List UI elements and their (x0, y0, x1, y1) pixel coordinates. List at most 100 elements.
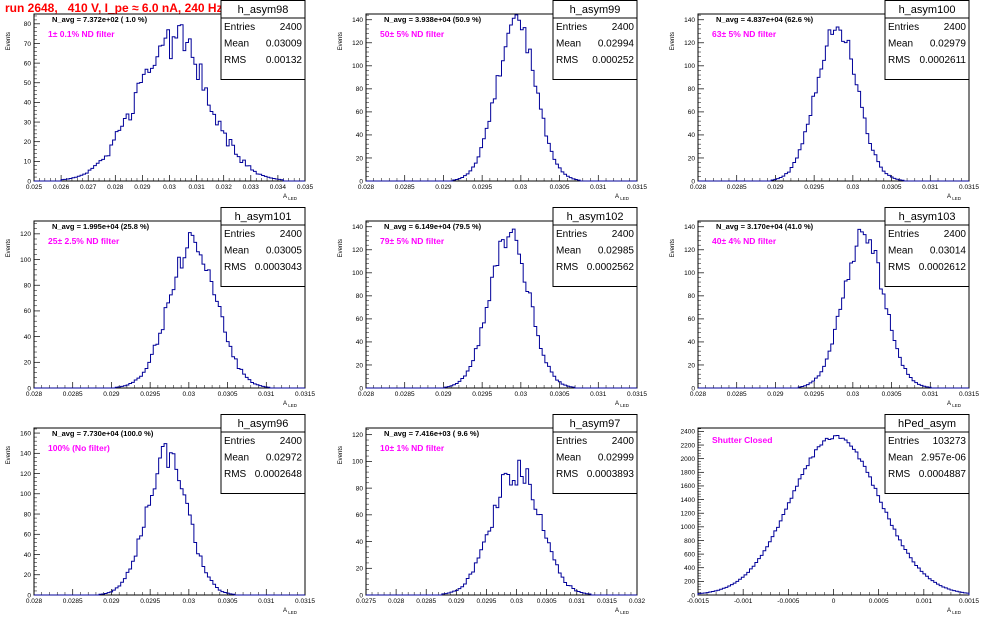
stats-value: 0.02994 (598, 39, 635, 50)
histogram-svg: -0.0015 -0.001 -0.0005 0 0.0005 0.001 0.0015 0 2… (681, 414, 979, 615)
x-tick-label: 0.0005 (869, 598, 889, 605)
x-tick-label: 0 (832, 598, 836, 605)
filter-label: 1± 0.1% ND filter (48, 29, 115, 39)
stats-key: Entries (556, 436, 587, 447)
x-axis-title: A LED (283, 401, 298, 408)
y-tick-label: 100 (20, 257, 31, 264)
x-axis-title-subscript: LED (951, 403, 962, 408)
x-tick-label: 0.0295 (472, 391, 492, 398)
stats-value: 0.0002562 (587, 262, 635, 273)
x-tick-label: 0.0295 (472, 184, 492, 191)
y-tick-label: 80 (356, 86, 364, 93)
x-tick-label: 0.029 (448, 598, 465, 605)
stats-value: 2400 (944, 229, 967, 240)
histogram-line (698, 26, 969, 182)
y-tick-label: 80 (24, 21, 32, 28)
stats-box: hPed_asym Entries 103273 Mean 2.957e-06 RMS 0.… (884, 414, 970, 494)
filter-label: 10± 1% ND filter (380, 443, 445, 453)
y-tick-label: 200 (684, 579, 695, 586)
x-tick-label: 0.029 (134, 184, 151, 191)
y-tick-label: 2000 (681, 456, 696, 463)
y-tick-label: 2200 (681, 442, 696, 449)
x-tick-label: 0.03 (515, 391, 528, 398)
stats-value: 0.0002612 (919, 262, 967, 273)
stats-key: Entries (224, 229, 255, 240)
n-avg-label: N_avg = 4.837e+04 (62.6 %) (716, 15, 814, 24)
y-tick-label: 30 (24, 119, 32, 126)
y-tick-label: 120 (684, 40, 695, 47)
y-tick-label: 100 (684, 63, 695, 70)
y-tick-label: 120 (684, 247, 695, 254)
y-axis-title: Events (6, 239, 12, 257)
y-tick-label: 120 (352, 40, 363, 47)
histogram-svg: 0.028 0.0285 0.029 0.0295 0.03 0.0305 0.031 0.0… (670, 0, 979, 201)
x-tick-label: 0.0315 (295, 391, 315, 398)
histogram-line (34, 232, 305, 389)
x-tick-label: 0.035 (297, 184, 314, 191)
stats-box-frame (552, 414, 638, 494)
y-tick-label: 20 (688, 155, 696, 162)
histogram-svg: 0.028 0.0285 0.029 0.0295 0.03 0.0305 0.031 0.0… (6, 207, 315, 408)
y-tick-label: 20 (24, 572, 32, 579)
y-tick-label: 60 (24, 308, 32, 315)
y-axis-title: Events (338, 446, 344, 464)
stats-value: 0.02985 (598, 246, 635, 257)
stats-box-frame (220, 414, 306, 494)
y-tick-label: 20 (356, 362, 364, 369)
stats-key: RMS (556, 469, 579, 480)
stats-value: 2400 (944, 22, 967, 33)
stats-value: 0.02972 (266, 453, 303, 464)
x-tick-label: 0.0315 (959, 184, 979, 191)
histogram-svg: 0.028 0.0285 0.029 0.0295 0.03 0.0305 0.031 0.0… (6, 414, 315, 615)
stats-value: 0.03005 (266, 246, 303, 257)
stats-key: Mean (556, 246, 581, 257)
y-tick-label: 50 (24, 80, 32, 87)
y-tick-label: 40 (356, 132, 364, 139)
panel-h-asym98: 0.025 0.026 0.027 0.028 0.029 0.03 0.031 0.032 0… (0, 0, 332, 207)
stats-value: 2400 (612, 229, 635, 240)
y-tick-label: 1400 (681, 497, 696, 504)
plot-frame (33, 427, 306, 596)
x-tick-label: 0.031 (569, 598, 586, 605)
n-avg-label: N_avg = 3.170e+04 (41.0 %) (716, 222, 814, 231)
stats-value: 2400 (280, 436, 303, 447)
stats-key: RMS (888, 55, 911, 66)
y-tick-label: 1000 (681, 524, 696, 531)
y-tick-label: 0 (27, 592, 31, 599)
y-tick-label: 80 (356, 485, 364, 492)
y-tick-label: 40 (24, 552, 32, 559)
y-tick-label: 60 (356, 109, 364, 116)
plot-frame (697, 13, 970, 182)
stats-key: RMS (556, 262, 579, 273)
x-tick-label: 0.0295 (804, 184, 824, 191)
stats-key: RMS (556, 55, 579, 66)
y-tick-label: 0 (691, 178, 695, 185)
x-tick-label: 0.028 (26, 391, 43, 398)
y-tick-label: 0 (359, 178, 363, 185)
stats-key: Mean (888, 246, 913, 257)
panel-h-asym96: 0.028 0.0285 0.029 0.0295 0.03 0.0305 0.031 0.0… (0, 414, 332, 621)
plot-frame (365, 13, 638, 182)
x-axis-title-subscript: LED (951, 610, 962, 615)
y-tick-label: 140 (684, 224, 695, 231)
panel-h-asym102: 0.028 0.0285 0.029 0.0295 0.03 0.0305 0.031 0.0… (332, 207, 664, 414)
histogram-name: hPed_asym (898, 418, 956, 430)
y-tick-label: 0 (359, 592, 363, 599)
x-tick-label: 0.031 (590, 391, 607, 398)
y-tick-label: 40 (688, 132, 696, 139)
y-tick-label: 10 (24, 159, 32, 166)
stats-value: 0.0002648 (255, 469, 303, 480)
stats-box: h_asym102 Entries 2400 Mean 0.02985 RMS 0.0002… (552, 207, 638, 287)
x-tick-label: 0.028 (358, 184, 375, 191)
y-tick-label: 60 (356, 512, 364, 519)
histogram-name: h_asym103 (899, 211, 956, 223)
x-tick-label: 0.0305 (218, 598, 238, 605)
histogram-name: h_asym101 (235, 211, 292, 223)
x-axis-title: A LED (947, 194, 962, 201)
x-axis-title-subscript: LED (287, 403, 298, 408)
x-tick-label: 0.029 (435, 184, 452, 191)
x-tick-label: 0.031 (590, 184, 607, 191)
stats-key: Entries (888, 229, 919, 240)
x-axis-title: A LED (947, 608, 962, 615)
y-axis-title: Events (338, 239, 344, 257)
